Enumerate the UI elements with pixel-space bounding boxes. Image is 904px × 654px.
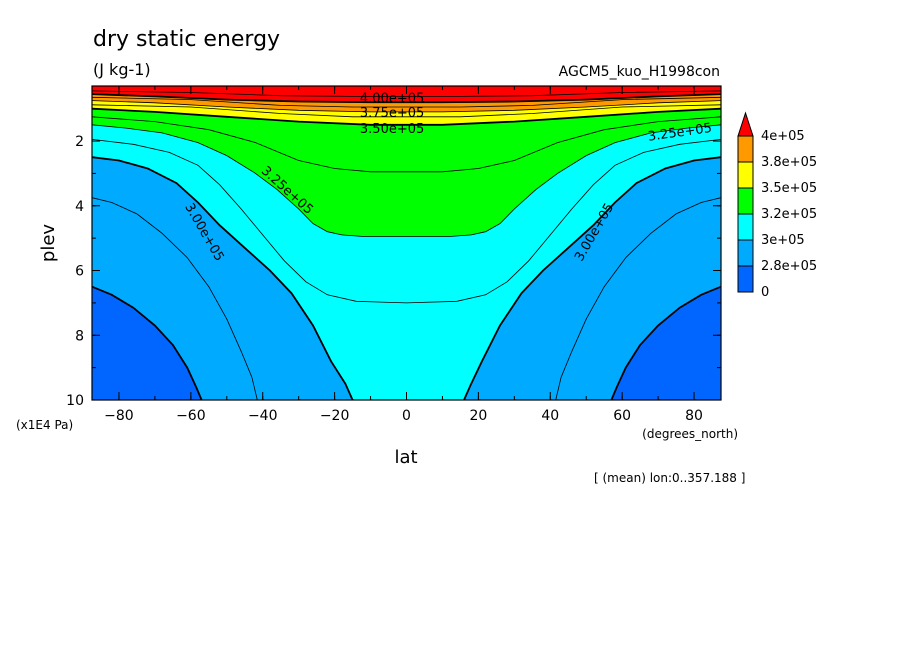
y-tick-label: 6 <box>75 264 84 280</box>
contour-line-3.125e+05-0 <box>92 139 721 304</box>
contour-line-3.25e+05 <box>92 124 721 237</box>
x-tick-label: 0 <box>402 408 411 424</box>
contour-line-3.75e+05 <box>92 100 721 113</box>
y-axis-units: (x1E4 Pa) <box>16 418 73 432</box>
contour-line-2.875e+05-0 <box>92 197 258 400</box>
contour-line-3.00e+05-1 <box>463 156 721 400</box>
band-below-2.75e+05-left <box>92 286 202 400</box>
contour-line-3.875e+05-0 <box>92 96 721 108</box>
legend-swatch <box>737 213 754 241</box>
contour-line-2.875e+05-1 <box>555 197 721 400</box>
chart-title: dry static energy <box>93 27 280 52</box>
legend-swatch-overflow <box>737 111 754 137</box>
contour-line-4.125e+05-0 <box>92 90 721 97</box>
legend-label: 3.2e+05 <box>761 207 817 222</box>
y-axis-label: plev <box>38 224 59 263</box>
y-tick-label: 4 <box>75 199 84 215</box>
legend-label: 2.8e+05 <box>761 259 817 274</box>
x-tick-label: −80 <box>104 408 134 424</box>
contour-line-layer <box>92 90 721 400</box>
x-tick-label: 60 <box>613 408 631 424</box>
x-tick-label: 80 <box>685 408 703 424</box>
contour-line-2.75e+05-1 <box>610 285 721 400</box>
contour-line-2.75e+05-0 <box>92 285 203 400</box>
run-label: AGCM5_kuo_H1998con <box>559 64 720 80</box>
legend-label: 4e+05 <box>761 129 805 144</box>
contour-line-3.50e+05 <box>92 107 721 126</box>
contour-line-4.00e+05 <box>92 93 721 104</box>
contour-label: 4.00e+05 <box>360 91 424 106</box>
filled-contour-layer <box>92 86 721 400</box>
y-tick-label: 2 <box>75 134 84 150</box>
legend-label: 3.5e+05 <box>761 181 817 196</box>
legend-label: 3.8e+05 <box>761 155 817 170</box>
legend-swatch <box>737 239 754 267</box>
x-tick-label: 20 <box>469 408 487 424</box>
color-legend: 4e+05 3.8e+05 3.5e+05 3.2e+05 3e+05 2.8e+05 0 <box>737 111 817 300</box>
legend-label: 0 <box>761 285 769 300</box>
legend-swatch <box>737 187 754 215</box>
y-tick-label: 10 <box>66 393 84 409</box>
contour-label: 3.50e+05 <box>360 122 424 137</box>
x-tick-label: −40 <box>248 408 278 424</box>
chart-units: (J kg-1) <box>93 60 151 79</box>
legend-swatch <box>737 265 754 293</box>
band-below-2.75e+05-right <box>611 286 721 400</box>
contour-line-3.625e+05-0 <box>92 104 721 118</box>
contour-line-3.375e+05-0 <box>92 116 721 173</box>
legend-swatch <box>737 161 754 189</box>
contour-line-3.00e+05-0 <box>92 156 354 400</box>
legend-swatch <box>737 135 754 163</box>
x-tick-label: −60 <box>176 408 206 424</box>
y-axis: 2 4 6 8 10 <box>66 108 721 409</box>
y-tick-label: 8 <box>75 328 84 344</box>
legend-label: 3e+05 <box>761 233 805 248</box>
x-axis-units: (degrees_north) <box>642 427 738 441</box>
contour-label: 3.75e+05 <box>360 106 424 121</box>
x-axis: −80 −60 −40 −20 0 20 40 60 80 <box>104 86 703 424</box>
mean-note: [ (mean) lon:0..357.188 ] <box>594 471 745 485</box>
x-tick-label: 40 <box>541 408 559 424</box>
x-tick-label: −20 <box>320 408 350 424</box>
x-axis-label: lat <box>394 447 417 468</box>
